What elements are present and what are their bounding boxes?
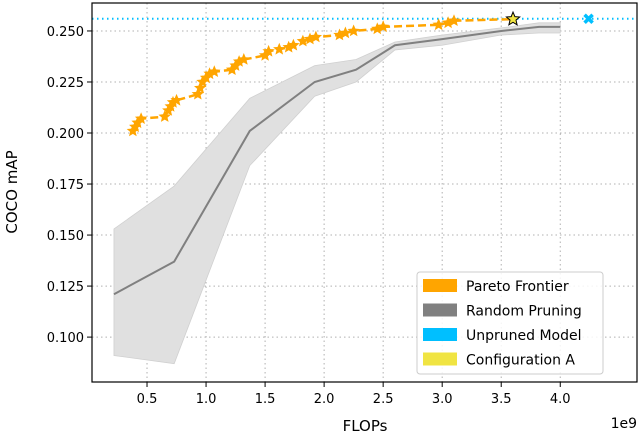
pareto-frontier-point	[232, 55, 246, 67]
axes-frame	[91, 2, 638, 383]
legend-swatch	[423, 352, 457, 366]
pareto-frontier-point	[134, 112, 148, 124]
configuration-a-point	[505, 10, 521, 26]
x-axis-label: FLOPs	[343, 417, 388, 435]
random-pruning-line	[113, 25, 561, 296]
series-markers	[126, 10, 594, 137]
y-tick-label: 0.225	[47, 76, 84, 91]
x-tick-label: 3.0	[432, 392, 453, 407]
y-tick-label: 0.250	[47, 25, 84, 40]
y-tick-label: 0.100	[47, 331, 84, 346]
pareto-frontier-point	[377, 20, 390, 33]
pareto-frontier-point	[273, 42, 286, 55]
legend-label: Random Pruning	[466, 304, 582, 320]
y-tick-label: 0.200	[47, 127, 84, 142]
x-axis-multiplier: 1e9	[611, 416, 637, 432]
x-tick-label: 2.0	[314, 392, 335, 407]
random-pruning-confidence-band	[113, 22, 561, 365]
y-tick-label: 0.125	[47, 280, 84, 295]
pareto-frontier-point	[199, 71, 213, 84]
x-tick-label: 4.0	[550, 392, 571, 407]
pareto-frontier-point	[339, 26, 352, 39]
y-ticks: 0.100 0.125 0.150 0.175 0.200 0.225 0.250	[47, 25, 92, 346]
pareto-frontier-point	[258, 49, 272, 61]
pareto-frontier-point	[237, 53, 250, 65]
x-tick-label: 3.5	[491, 392, 512, 407]
pareto-frontier-point	[191, 87, 204, 100]
pareto-frontier-point	[282, 40, 295, 53]
pareto-frontier-point	[309, 30, 322, 43]
pareto-frontier-point	[229, 59, 242, 71]
random-pruning-band	[113, 22, 561, 365]
pareto-frontier-point	[196, 75, 209, 88]
pareto-frontier-point	[296, 34, 310, 47]
x-tick-label: 0.5	[137, 392, 158, 407]
unpruned-model-point	[583, 13, 594, 24]
pareto-frontier-point	[208, 65, 221, 77]
pareto-frontier-point	[432, 18, 445, 31]
legend-label: Configuration A	[466, 353, 575, 369]
y-axis-label: COCO mAP	[3, 150, 21, 233]
legend-swatch	[423, 303, 457, 317]
legend-swatch	[423, 328, 457, 341]
legend: Pareto Frontier Random Pruning Unpruned Mo…	[416, 271, 604, 375]
legend-label: Unpruned Model	[466, 328, 582, 344]
pareto-frontier-point	[131, 116, 144, 129]
x-tick-label: 1.0	[196, 392, 217, 407]
pareto-frontier-point	[262, 44, 275, 57]
pareto-frontier-point	[166, 95, 180, 108]
legend-label: Pareto Frontier	[466, 279, 569, 295]
y-tick-label: 0.150	[47, 229, 84, 244]
y-tick-label: 0.175	[47, 178, 84, 193]
pareto-frontier-point	[347, 24, 360, 37]
pareto-frontier-point	[225, 63, 239, 75]
pareto-frontier-point	[170, 93, 183, 106]
legend-box	[416, 271, 604, 375]
pareto-frontier-point	[194, 81, 207, 94]
x-tick-label: 1.5	[255, 392, 276, 407]
legend-swatch	[423, 279, 457, 292]
x-tick-label: 2.5	[373, 392, 394, 407]
pareto-frontier-point	[158, 110, 171, 122]
x-ticks: 0.5 1.0 1.5 2.0 2.5 3.0 3.5 4.0	[137, 382, 571, 407]
pareto-frontier-point	[447, 14, 461, 26]
pareto-frontier-point	[203, 67, 216, 80]
pareto-frontier-point	[287, 38, 300, 51]
